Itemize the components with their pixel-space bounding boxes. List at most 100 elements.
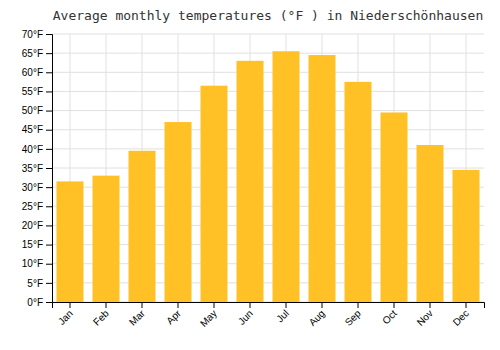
y-tick: 10°F <box>22 258 52 269</box>
x-tick-mark <box>466 302 467 308</box>
y-tick: 55°F <box>22 86 52 97</box>
x-tick-label: Aug <box>307 308 327 328</box>
x-tick-mark <box>142 302 143 308</box>
x-tick: Dec <box>451 302 471 328</box>
y-tick-label: 50°F <box>22 105 43 116</box>
x-tick: Nov <box>415 302 435 328</box>
y-tick-mark <box>46 245 52 246</box>
grid-line-y <box>52 91 484 92</box>
y-tick-label: 30°F <box>22 182 43 193</box>
y-tick-label: 0°F <box>27 297 43 308</box>
y-tick-mark <box>46 72 52 73</box>
y-tick-label: 40°F <box>22 144 43 155</box>
y-tick-label: 25°F <box>22 201 43 212</box>
bar <box>309 55 336 302</box>
y-tick-mark <box>46 302 52 303</box>
bar <box>453 170 480 302</box>
x-tick-mark <box>178 302 179 308</box>
y-tick-mark <box>46 149 52 150</box>
y-tick-mark <box>46 264 52 265</box>
grid-line-y <box>52 110 484 111</box>
y-tick: 60°F <box>22 67 52 78</box>
x-tick-label: Sep <box>343 307 364 328</box>
x-tick-mark <box>394 302 395 308</box>
y-tick-label: 70°F <box>22 29 43 40</box>
x-tick-label: Feb <box>91 307 111 327</box>
x-tick: Jan <box>56 302 75 327</box>
y-tick-label: 60°F <box>22 67 43 78</box>
x-tick-label: Jul <box>274 308 291 325</box>
x-tick-label: Oct <box>380 308 399 327</box>
x-tick: Oct <box>380 302 399 326</box>
bar <box>273 51 300 302</box>
x-tick: Apr <box>164 302 183 326</box>
bar <box>381 112 408 302</box>
x-tick: Aug <box>307 302 327 328</box>
bars <box>57 51 480 302</box>
y-tick-label: 5°F <box>27 278 43 289</box>
grid-line-y <box>52 34 484 35</box>
y-tick: 70°F <box>22 29 52 40</box>
y-tick: 50°F <box>22 105 52 116</box>
y-tick: 25°F <box>22 201 52 212</box>
y-axis: 0°F 5°F 10°F 15°F 20°F 25°F 30°F 35°F 40°F 45°F 50… <box>22 29 53 308</box>
x-tick-label: Mar <box>127 307 147 327</box>
x-tick-label: Dec <box>451 308 471 328</box>
bar <box>237 61 264 302</box>
bar <box>417 145 444 302</box>
y-tick: 65°F <box>22 48 52 59</box>
y-tick-mark <box>46 111 52 112</box>
title: Average monthly temperatures (°F ) in Ni… <box>53 8 483 23</box>
y-tick: 20°F <box>22 220 52 231</box>
x-tick-mark <box>358 302 359 308</box>
bar <box>165 122 192 302</box>
x-tick-mark <box>322 302 323 308</box>
x-axis-line <box>53 303 485 309</box>
x-tick-label: Apr <box>164 307 183 326</box>
bar <box>129 151 156 302</box>
y-axis-line <box>46 35 53 303</box>
bar <box>345 82 372 302</box>
y-tick-mark <box>46 34 52 35</box>
x-tick: Mar <box>127 302 147 328</box>
y-tick: 40°F <box>22 144 52 155</box>
x-tick-mark <box>286 302 287 308</box>
x-tick-mark <box>430 302 431 308</box>
plot: 0°F 5°F 10°F 15°F 20°F 25°F 30°F 35°F 40°F 45°F 50… <box>22 29 485 329</box>
y-tick: 45°F <box>22 124 52 135</box>
y-tick: 35°F <box>22 163 52 174</box>
y-tick-label: 35°F <box>22 163 43 174</box>
grid-line-y <box>52 129 484 130</box>
y-tick-mark <box>46 168 52 169</box>
y-tick-label: 65°F <box>22 48 43 59</box>
chart: 0°F 5°F 10°F 15°F 20°F 25°F 30°F 35°F 40°F 45°F 50… <box>0 0 500 350</box>
y-tick-mark <box>46 130 52 131</box>
y-tick-label: 15°F <box>22 239 43 250</box>
y-tick-label: 45°F <box>22 124 43 135</box>
x-tick: May <box>198 302 219 329</box>
y-tick-mark <box>46 53 52 54</box>
bar <box>57 181 84 302</box>
x-axis: Jan Feb Mar Apr May Jun Jul Aug Sep Oct Nov Dec <box>53 302 485 329</box>
x-tick-label: Nov <box>415 308 435 328</box>
bar <box>93 176 120 302</box>
x-tick: Sep <box>343 302 364 328</box>
x-tick-label: Jun <box>236 308 255 327</box>
y-tick-mark <box>46 187 52 188</box>
x-tick-label: Jan <box>56 308 75 327</box>
y-tick-mark <box>46 206 52 207</box>
grid <box>52 34 484 302</box>
bar <box>201 86 228 302</box>
y-tick: 15°F <box>22 239 52 250</box>
grid-line-y <box>52 72 484 73</box>
y-tick-label: 20°F <box>22 220 43 231</box>
y-tick-label: 55°F <box>22 86 43 97</box>
grid-line-y <box>52 53 484 54</box>
y-tick: 0°F <box>27 297 52 308</box>
x-tick-label: May <box>198 308 219 329</box>
x-tick: Jun <box>236 302 255 327</box>
y-tick-mark <box>46 283 52 284</box>
x-tick-mark <box>214 302 215 308</box>
y-tick-mark <box>46 225 52 226</box>
x-tick-mark <box>106 302 107 308</box>
